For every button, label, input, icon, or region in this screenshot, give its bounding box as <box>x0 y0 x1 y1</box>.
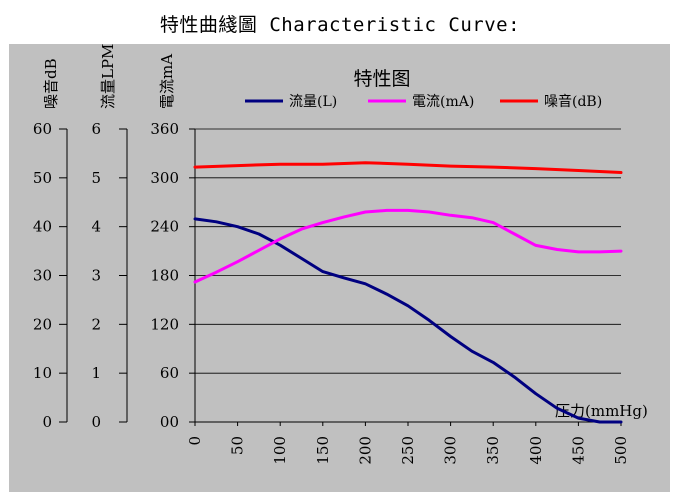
x-tick-label: 350 <box>484 436 502 465</box>
x-tick-label: 100 <box>271 436 289 465</box>
current-tick-label: 360 <box>150 120 179 138</box>
current-axis-title: 電流mA <box>158 54 176 109</box>
series-line <box>193 208 623 284</box>
current-tick-label: 180 <box>150 267 179 285</box>
x-tick-label: 450 <box>569 436 587 465</box>
flow-axis-title: 流量LPM <box>99 44 117 109</box>
flow-tick-label: 5 <box>91 169 101 187</box>
x-tick-label: 200 <box>356 436 374 465</box>
x-tick-label: 50 <box>229 436 247 455</box>
noise-tick-label: 40 <box>33 218 52 236</box>
page-heading: 特性曲綫圖 Characteristic Curve: <box>159 14 521 36</box>
series-line <box>193 161 623 174</box>
flow-tick-label: 0 <box>91 413 101 431</box>
x-tick-label: 0 <box>186 436 204 446</box>
chart-title: 特性图 <box>353 68 410 90</box>
current-tick-label: 60 <box>160 364 179 382</box>
x-tick-label: 400 <box>527 436 545 465</box>
x-tick-label: 300 <box>442 436 460 465</box>
noise-tick-label: 60 <box>33 120 52 138</box>
flow-tick-label: 4 <box>91 218 101 236</box>
x-tick-label: 250 <box>399 436 417 465</box>
series-line <box>193 217 623 424</box>
current-tick-label: 120 <box>150 315 179 333</box>
x-axis-label: 压力(mmHg) <box>555 402 648 420</box>
noise-tick-label: 50 <box>33 169 52 187</box>
x-tick-label: 150 <box>314 436 332 465</box>
noise-tick-label: 10 <box>33 364 52 382</box>
current-tick-label: 240 <box>150 218 179 236</box>
flow-tick-label: 2 <box>91 315 101 333</box>
noise-tick-label: 30 <box>33 267 52 285</box>
legend-label: 噪音(dB) <box>544 93 602 110</box>
x-tick-label: 500 <box>612 436 630 465</box>
current-tick-label: 00 <box>160 413 179 431</box>
flow-tick-label: 1 <box>91 364 101 382</box>
flow-tick-label: 3 <box>91 267 101 285</box>
current-tick-label: 300 <box>150 169 179 187</box>
noise-axis-title: 噪音dB <box>42 58 60 109</box>
legend-label: 電流(mA) <box>412 94 474 110</box>
legend-label: 流量(L) <box>289 94 337 110</box>
flow-tick-label: 6 <box>91 120 101 138</box>
noise-tick-label: 20 <box>33 315 52 333</box>
noise-tick-label: 0 <box>42 413 52 431</box>
